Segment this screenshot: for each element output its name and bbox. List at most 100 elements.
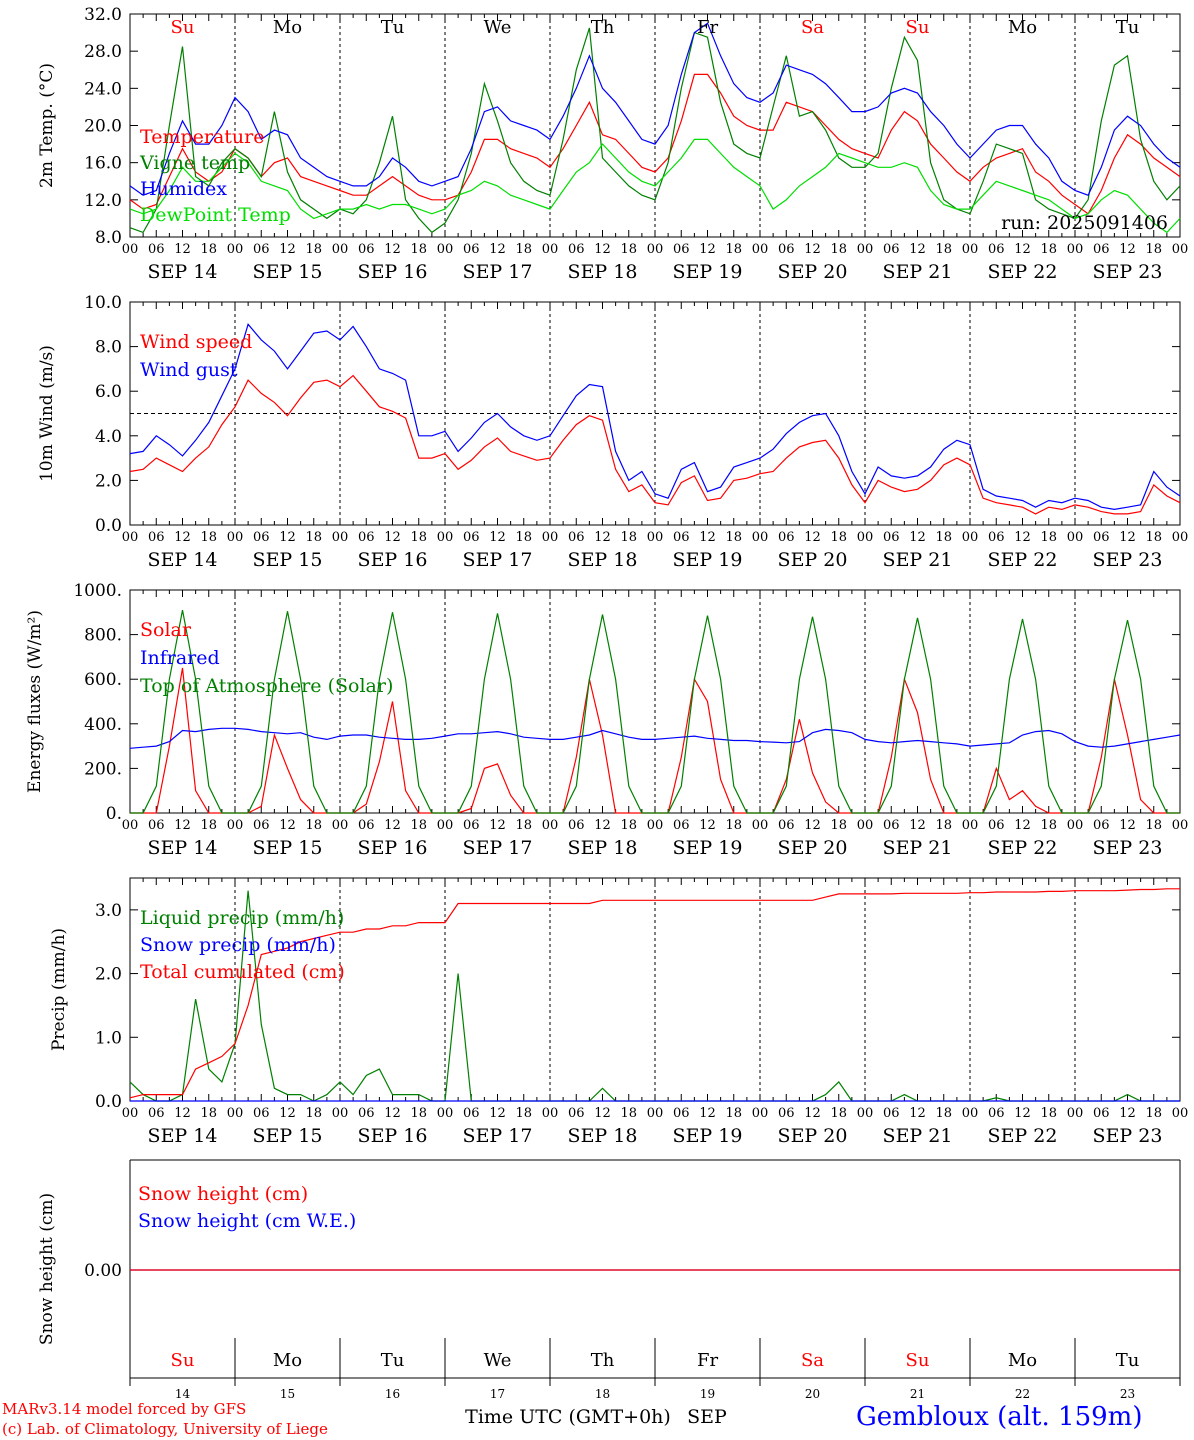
date-label: SEP 23 bbox=[1093, 1125, 1163, 1147]
hour-tick-label: 18 bbox=[410, 530, 427, 545]
station-title: Gembloux (alt. 159m) bbox=[856, 1402, 1143, 1432]
y-tick-label: 600. bbox=[84, 670, 122, 690]
hour-tick-label: 18 bbox=[1145, 530, 1162, 545]
date-label: SEP 17 bbox=[463, 1125, 533, 1147]
legend-entry: Liquid precip (mm/h) bbox=[140, 907, 344, 929]
hour-tick-label: 18 bbox=[200, 242, 217, 257]
hour-tick-label: 06 bbox=[148, 242, 165, 257]
hour-tick-label: 18 bbox=[200, 530, 217, 545]
hour-tick-label: 06 bbox=[358, 818, 375, 833]
hour-tick-label: 06 bbox=[358, 530, 375, 545]
y-tick-label: 8.0 bbox=[95, 228, 122, 248]
hour-tick-label: 12 bbox=[804, 530, 821, 545]
plot-frame bbox=[129, 589, 1181, 814]
hour-tick-label: 00 bbox=[1172, 818, 1189, 833]
hour-tick-label: 12 bbox=[384, 818, 401, 833]
day-number-label: 15 bbox=[280, 1387, 295, 1401]
hour-tick-label: 00 bbox=[542, 530, 559, 545]
y-tick-label: 12.0 bbox=[84, 191, 122, 211]
hour-tick-label: 06 bbox=[253, 242, 270, 257]
hour-tick-label: 00 bbox=[332, 242, 349, 257]
hour-tick-label: 12 bbox=[1014, 530, 1031, 545]
hour-tick-label: 06 bbox=[988, 530, 1005, 545]
weekday-label: Su bbox=[906, 17, 930, 38]
weekday-label: Tu bbox=[381, 17, 405, 38]
hour-tick-label: 06 bbox=[1093, 818, 1110, 833]
hour-tick-label: 12 bbox=[1119, 242, 1136, 257]
hour-tick-label: 06 bbox=[883, 1106, 900, 1121]
hour-tick-label: 00 bbox=[437, 1106, 454, 1121]
y-tick-label: 0. bbox=[106, 804, 122, 824]
hour-tick-label: 00 bbox=[122, 242, 139, 257]
series-line bbox=[130, 609, 1180, 814]
hour-tick-label: 12 bbox=[489, 1106, 506, 1121]
hour-tick-label: 18 bbox=[620, 242, 637, 257]
hour-tick-label: 12 bbox=[594, 530, 611, 545]
hour-tick-label: 06 bbox=[148, 818, 165, 833]
hour-tick-label: 18 bbox=[935, 242, 952, 257]
hour-tick-label: 00 bbox=[1067, 818, 1084, 833]
date-label: SEP 15 bbox=[253, 1125, 323, 1147]
hour-tick-label: 00 bbox=[332, 818, 349, 833]
hour-tick-label: 18 bbox=[935, 530, 952, 545]
hour-tick-label: 06 bbox=[253, 530, 270, 545]
hour-tick-label: 18 bbox=[620, 530, 637, 545]
hour-tick-label: 18 bbox=[935, 1106, 952, 1121]
hour-tick-label: 06 bbox=[1093, 242, 1110, 257]
y-tick-label: 200. bbox=[84, 759, 122, 779]
panel-1: 8.0 12.0 16.0 20.0 24.0 28.0 32.0 00 06 12 18 00 06 1… bbox=[37, 5, 1188, 283]
date-label: SEP 21 bbox=[883, 261, 953, 283]
hour-tick-label: 18 bbox=[200, 1106, 217, 1121]
hour-tick-label: 00 bbox=[752, 1106, 769, 1121]
hour-tick-label: 12 bbox=[1119, 1106, 1136, 1121]
y-tick-label: 3.0 bbox=[95, 901, 122, 921]
date-label: SEP 18 bbox=[568, 1125, 638, 1147]
y-tick-label: 0.00 bbox=[84, 1261, 122, 1281]
hour-tick-label: 18 bbox=[1040, 242, 1057, 257]
hour-tick-label: 00 bbox=[1067, 1106, 1084, 1121]
series-line bbox=[129, 888, 1180, 1099]
legend-entry: Temperature bbox=[140, 126, 264, 148]
hour-tick-label: 00 bbox=[227, 1106, 244, 1121]
hour-tick-label: 00 bbox=[752, 530, 769, 545]
hour-tick-label: 12 bbox=[804, 242, 821, 257]
hour-tick-label: 06 bbox=[463, 242, 480, 257]
hour-tick-label: 12 bbox=[384, 530, 401, 545]
y-tick-label: 2.0 bbox=[95, 471, 122, 491]
hour-tick-label: 00 bbox=[647, 242, 664, 257]
hour-tick-label: 18 bbox=[1040, 1106, 1057, 1121]
hour-tick-label: 06 bbox=[988, 1106, 1005, 1121]
y-tick-label: 4.0 bbox=[95, 427, 122, 447]
day-number-label: 16 bbox=[385, 1387, 400, 1401]
panel-3: 0. 200. 400. 600. 800. 1000. 00 06 12 18 00 06 12 18 0… bbox=[25, 581, 1188, 859]
y-tick-label: 16.0 bbox=[84, 154, 122, 174]
hour-tick-label: 06 bbox=[568, 1106, 585, 1121]
date-label: SEP 23 bbox=[1093, 261, 1163, 283]
panel-4: 0.0 1.0 2.0 3.0 00 06 12 18 00 06 12 18 00 06 12 18 00 06… bbox=[49, 877, 1188, 1147]
date-label: SEP 18 bbox=[568, 549, 638, 571]
hour-tick-label: 00 bbox=[1067, 530, 1084, 545]
weekday-label: We bbox=[484, 17, 512, 38]
date-label: SEP 19 bbox=[673, 1125, 743, 1147]
hour-tick-label: 00 bbox=[1067, 242, 1084, 257]
legend-entry: Wind speed bbox=[140, 331, 252, 353]
date-label: SEP 14 bbox=[148, 549, 218, 571]
hour-tick-label: 06 bbox=[988, 242, 1005, 257]
weekday-label: Mo bbox=[1008, 1350, 1037, 1371]
legend-entry: Solar bbox=[140, 619, 192, 641]
hour-tick-label: 12 bbox=[279, 530, 296, 545]
hour-tick-label: 18 bbox=[725, 530, 742, 545]
hour-tick-label: 06 bbox=[568, 242, 585, 257]
y-tick-label: 6.0 bbox=[95, 382, 122, 402]
hour-tick-label: 12 bbox=[489, 530, 506, 545]
hour-tick-label: 06 bbox=[673, 242, 690, 257]
day-number-label: 17 bbox=[490, 1387, 505, 1401]
y-axis-label: Energy fluxes (W/m²) bbox=[25, 610, 45, 793]
hour-tick-label: 06 bbox=[988, 818, 1005, 833]
hour-tick-label: 00 bbox=[122, 818, 139, 833]
date-label: SEP 14 bbox=[148, 837, 218, 859]
hour-tick-label: 18 bbox=[725, 1106, 742, 1121]
hour-tick-label: 00 bbox=[752, 242, 769, 257]
hour-tick-label: 06 bbox=[673, 818, 690, 833]
